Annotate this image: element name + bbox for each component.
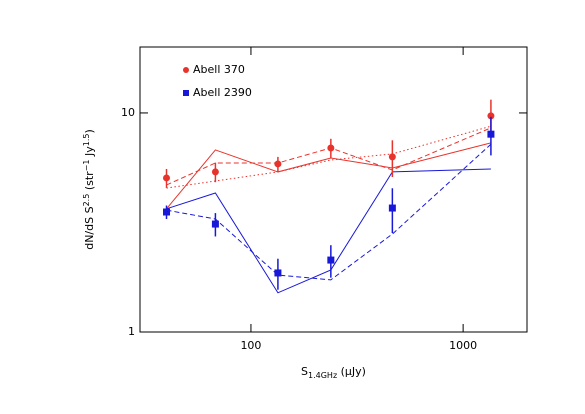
data-point	[163, 174, 171, 182]
legend-label: Abell 2390	[193, 86, 252, 99]
data-point	[388, 153, 396, 161]
y-axis-label: dN/dS S2.5 (str−1 Jy1.5)	[82, 129, 97, 250]
x-tick-label: 1000	[449, 339, 477, 352]
y-label-part: )	[83, 129, 96, 133]
model-line	[166, 168, 491, 294]
data-point	[327, 256, 335, 264]
model-line	[166, 127, 492, 186]
y-label-part: 1.5	[82, 134, 91, 147]
data-point	[327, 144, 335, 152]
y-tick-label: 10	[121, 106, 135, 119]
data-point	[388, 204, 396, 212]
model-line	[166, 142, 492, 210]
x-axis-label: S1.4GHz (μJy)	[301, 365, 366, 380]
x-label-part: 1.4GHz	[308, 371, 337, 380]
legend-marker	[183, 90, 189, 96]
y-label-part: dN/dS S	[83, 206, 96, 249]
plot-frame	[139, 46, 528, 333]
y-label-part: (str	[83, 171, 96, 194]
y-tick-label: 1	[128, 325, 135, 338]
legend-marker	[183, 67, 189, 73]
model-line	[166, 125, 492, 189]
y-label-part: 2.5	[82, 194, 91, 207]
x-label-part: S	[301, 365, 308, 378]
data-point	[274, 160, 282, 168]
data-point	[274, 269, 282, 277]
y-label-part: Jy	[83, 146, 96, 160]
data-point	[487, 112, 495, 120]
data-point	[487, 130, 495, 138]
x-tick-label: 100	[240, 339, 261, 352]
data-point	[163, 208, 171, 216]
y-label-part: −1	[82, 160, 91, 172]
data-point	[211, 220, 219, 228]
model-line	[166, 143, 492, 281]
x-label-part: (μJy)	[337, 365, 366, 378]
data-point	[211, 168, 219, 176]
legend-label: Abell 370	[193, 63, 245, 76]
